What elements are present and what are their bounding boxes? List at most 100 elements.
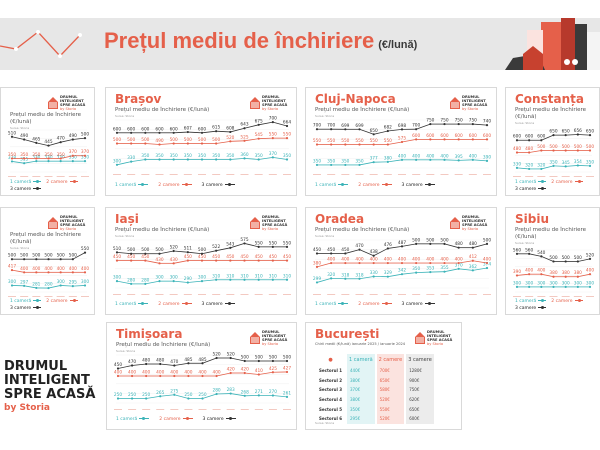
data-label: 360 [240, 152, 248, 158]
logo-by: by Storia [262, 342, 279, 346]
data-point [215, 130, 218, 133]
data-point [315, 265, 319, 268]
data-label: 350 [226, 153, 234, 159]
data-point [187, 362, 190, 365]
data-label: 350 [44, 152, 52, 158]
legend-label: 3 camere [202, 417, 224, 422]
data-point [528, 167, 531, 171]
chart-source: Sursa: Storia [116, 349, 136, 353]
data-point [528, 285, 531, 289]
x-tick-label [198, 174, 206, 175]
table-row: Sectorul 5 350€ 550€ 650€ [316, 404, 434, 414]
data-point [358, 277, 361, 280]
x-tick-label [254, 294, 263, 295]
data-point [315, 281, 319, 284]
x-tick-label [440, 294, 449, 295]
data-point [285, 370, 289, 374]
data-point [443, 138, 446, 141]
data-point [10, 284, 14, 287]
x-tick-label [240, 294, 249, 295]
data-label: 500 [549, 255, 557, 261]
chart-header: Sibiu Prețul mediu de închiriere (€/lună)… [515, 212, 592, 245]
legend-label: 3 camere [401, 183, 423, 188]
data-point [564, 275, 567, 278]
legend-item: 3 camere [402, 183, 435, 189]
data-point [83, 251, 87, 254]
data-point [540, 273, 543, 276]
legend-label: 3 camere [515, 306, 537, 311]
data-label: 750 [440, 118, 448, 124]
data-point [186, 251, 189, 254]
data-point [344, 261, 347, 265]
logo-text: DRUMUL INTELIGENT SPRE ACASĂ by Storia [262, 215, 288, 231]
data-point [443, 270, 446, 273]
x-tick-label [573, 296, 582, 297]
legend-swatch [424, 302, 435, 305]
line-chart: 299 320 318 318 330 329 342 350 353 355 370 362 374 3… [313, 237, 491, 295]
data-label: 550 [341, 138, 349, 144]
house-stripe [253, 222, 255, 228]
data-point [130, 131, 133, 134]
data-label: 450 [212, 254, 220, 260]
data-point [372, 275, 375, 278]
data-label: 400 [398, 153, 406, 159]
data-point [540, 149, 543, 152]
data-label: 400 [170, 370, 178, 376]
data-point [429, 242, 432, 245]
data-point [172, 249, 175, 253]
house-stripe [257, 222, 259, 228]
data-point [115, 280, 119, 283]
data-label: 400 [440, 257, 448, 263]
data-point [588, 257, 592, 261]
legend-item: 1 cameră [115, 302, 149, 308]
row-label: Sectorul 5 [319, 406, 342, 412]
data-point [215, 158, 218, 161]
series-line-segment [401, 139, 417, 143]
x-tick-label [426, 174, 435, 175]
legend-item: 2 camere [358, 302, 392, 308]
logo-name: DRUMUL INTELIGENT SPRE ACASĂ [262, 215, 288, 227]
data-point [159, 362, 162, 366]
data-label: 480 [142, 358, 150, 364]
line-chart: 3283153303303303303303503503503503503703… [8, 129, 89, 177]
x-tick-label [440, 174, 449, 175]
house-logo-icon [250, 97, 260, 109]
data-label: 682 [384, 125, 392, 131]
series-line-segment [529, 150, 542, 153]
house-stripe [451, 102, 453, 108]
data-label: 450 [114, 362, 122, 368]
legend-label: 3 camere [201, 302, 223, 307]
data-point [243, 127, 246, 130]
sector-rent-table: ● 1 cameră 2 camere 3 camere Sectorul 1 440€ 7… [314, 354, 436, 424]
series-line-segment [444, 243, 459, 249]
data-label: 400 [212, 370, 220, 376]
data-point [528, 139, 531, 142]
data-point [229, 371, 232, 375]
x-tick-label [513, 176, 521, 177]
data-label: 350 [141, 153, 149, 159]
table-row: Sectorul 2 380€ 650€ 900€ [316, 375, 434, 386]
series-line-segment [173, 260, 188, 264]
data-label: 400 [81, 266, 89, 272]
legend-item: 2 camere [158, 183, 192, 189]
data-point [173, 364, 176, 367]
data-point [243, 278, 246, 281]
x-tick-label [198, 294, 206, 295]
data-label: 300 [198, 275, 206, 281]
table-cell: 650€ [406, 404, 434, 414]
data-label: 550 [81, 246, 89, 252]
data-label: 355 [440, 265, 448, 271]
data-point [144, 158, 147, 161]
data-label: 427 [283, 365, 291, 371]
column-header: 2 camere [376, 354, 405, 366]
data-label: 300 [525, 280, 533, 286]
data-label: 750 [469, 118, 477, 124]
x-tick-label [525, 296, 534, 297]
data-point [229, 392, 232, 395]
data-point [23, 157, 26, 160]
data-point [158, 158, 161, 161]
series-line-segment [216, 247, 231, 252]
data-label: 400 [525, 268, 533, 274]
x-tick-label [169, 294, 178, 295]
legend-item: 1 cameră [116, 417, 150, 423]
